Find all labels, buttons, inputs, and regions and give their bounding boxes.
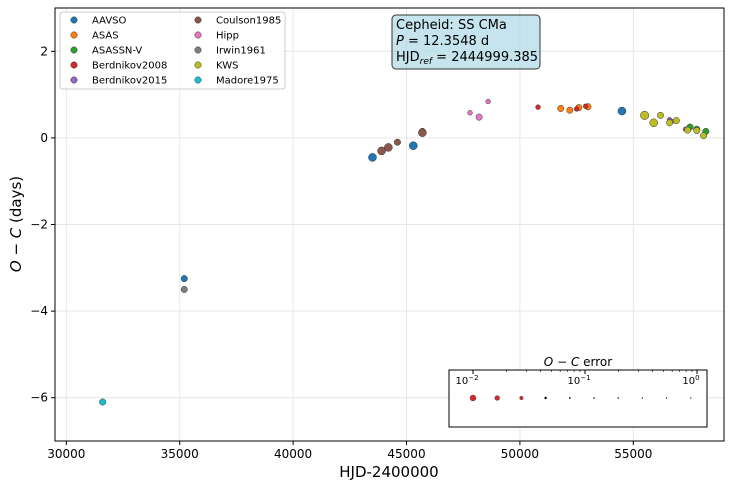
legend-marker bbox=[70, 76, 78, 84]
error-size-marker bbox=[469, 394, 477, 402]
data-point-coulson1985 bbox=[393, 138, 401, 146]
y-axis-ticks: −6 −4 −2 0 2 bbox=[30, 44, 55, 405]
error-size-marker bbox=[494, 395, 500, 401]
legend-entry-label: AAVSO bbox=[92, 16, 127, 27]
legend-entry-label: Madore1975 bbox=[216, 76, 279, 87]
data-point-aavso bbox=[617, 106, 627, 116]
x-axis-label: HJD-2400000 bbox=[339, 463, 438, 481]
data-point-kws bbox=[649, 118, 658, 127]
error-size-marker bbox=[544, 396, 547, 400]
data-point-coulson1985 bbox=[418, 128, 427, 137]
x-axis-ticks: 30000 35000 40000 45000 50000 55000 bbox=[47, 441, 652, 461]
legend-entry-label: ASASSN-V bbox=[92, 46, 142, 57]
info-period: P = 12.3548 d bbox=[396, 34, 489, 49]
error-tick-label: 100 bbox=[682, 374, 699, 387]
info-hjd-ref: HJDref = 2444999.385 bbox=[396, 50, 538, 67]
y-tick-label: 0 bbox=[40, 131, 48, 145]
legend-marker bbox=[70, 16, 78, 24]
y-tick-label: 2 bbox=[40, 44, 48, 58]
data-point-kws bbox=[684, 126, 692, 134]
data-point-asas bbox=[566, 106, 574, 114]
legend-entry-label: ASAS bbox=[92, 31, 119, 42]
legend-marker bbox=[194, 31, 202, 39]
legend-entry-label: Berdnikov2015 bbox=[92, 76, 167, 87]
legend-marker bbox=[70, 46, 78, 54]
error-size-marker bbox=[690, 397, 692, 399]
error-legend: O − C error 10−2 10−1 100 bbox=[448, 355, 708, 428]
data-point-aavso bbox=[368, 153, 377, 162]
data-point-irwin1961 bbox=[180, 286, 188, 293]
error-tick-label: 10−1 bbox=[567, 374, 590, 387]
data-point-hipp bbox=[485, 98, 491, 105]
error-tick-label: 10−2 bbox=[455, 374, 478, 387]
data-point-kws bbox=[666, 119, 674, 127]
info-box: Cepheid: SS CMa P = 12.3548 d HJDref = 2… bbox=[391, 14, 541, 70]
data-point-kws bbox=[672, 117, 680, 125]
info-box-frame bbox=[391, 14, 541, 70]
x-tick-label: 55000 bbox=[614, 447, 652, 461]
error-size-marker bbox=[568, 397, 571, 399]
y-tick-label: −4 bbox=[30, 304, 48, 318]
x-tick-label: 30000 bbox=[47, 447, 85, 461]
data-point-madore1975 bbox=[99, 398, 107, 406]
data-point-coulson1985 bbox=[384, 143, 393, 152]
legend-marker bbox=[70, 31, 78, 39]
error-size-marker bbox=[666, 397, 668, 399]
error-size-marker bbox=[641, 397, 644, 399]
legend-marker bbox=[70, 61, 78, 69]
x-tick-label: 45000 bbox=[387, 447, 425, 461]
error-legend-box bbox=[448, 369, 708, 428]
data-point-hipp bbox=[475, 113, 483, 121]
y-axis-label: O − C (days) bbox=[7, 176, 25, 272]
legend-entry-label: Irwin1961 bbox=[216, 46, 266, 57]
legend-box bbox=[59, 11, 286, 90]
data-point-kws bbox=[693, 127, 701, 134]
legend-entry-label: KWS bbox=[216, 61, 238, 72]
data-point-aavso bbox=[409, 141, 418, 150]
error-size-marker bbox=[519, 396, 524, 401]
legend-marker bbox=[194, 46, 202, 54]
data-point-kws bbox=[700, 132, 708, 140]
data-point-coulson1985 bbox=[377, 146, 386, 156]
x-tick-label: 40000 bbox=[274, 447, 312, 461]
error-legend-title: O − C error bbox=[544, 355, 612, 369]
error-size-marker bbox=[617, 397, 619, 399]
data-point-aavso bbox=[180, 275, 188, 283]
info-cepheid-name: Cepheid: SS CMa bbox=[396, 18, 507, 33]
data-point-berdnikov2008 bbox=[535, 104, 541, 110]
data-points bbox=[99, 98, 710, 406]
data-point-kws bbox=[640, 110, 650, 120]
legend-entry-label: Berdnikov2008 bbox=[92, 61, 167, 72]
legend-entry-label: Coulson1985 bbox=[216, 16, 281, 27]
legend-marker bbox=[194, 16, 202, 24]
legend: AAVSO ASAS ASASSN-V Berdnikov2008 Berdnikov2… bbox=[59, 11, 286, 90]
data-point-berdnikov2008 bbox=[573, 106, 580, 112]
data-point-asas bbox=[557, 105, 565, 112]
legend-entry-label: Hipp bbox=[216, 31, 239, 42]
grid-lines bbox=[55, 8, 724, 441]
data-point-berdnikov2008 bbox=[583, 103, 589, 109]
x-tick-label: 50000 bbox=[501, 447, 539, 461]
data-point-hipp bbox=[467, 110, 473, 116]
error-size-marker bbox=[593, 397, 595, 399]
legend-marker bbox=[194, 76, 202, 84]
y-tick-label: −6 bbox=[30, 391, 48, 405]
data-point-kws bbox=[657, 111, 664, 119]
legend-marker bbox=[194, 61, 202, 69]
x-tick-label: 35000 bbox=[161, 447, 199, 461]
y-tick-label: −2 bbox=[30, 218, 48, 232]
